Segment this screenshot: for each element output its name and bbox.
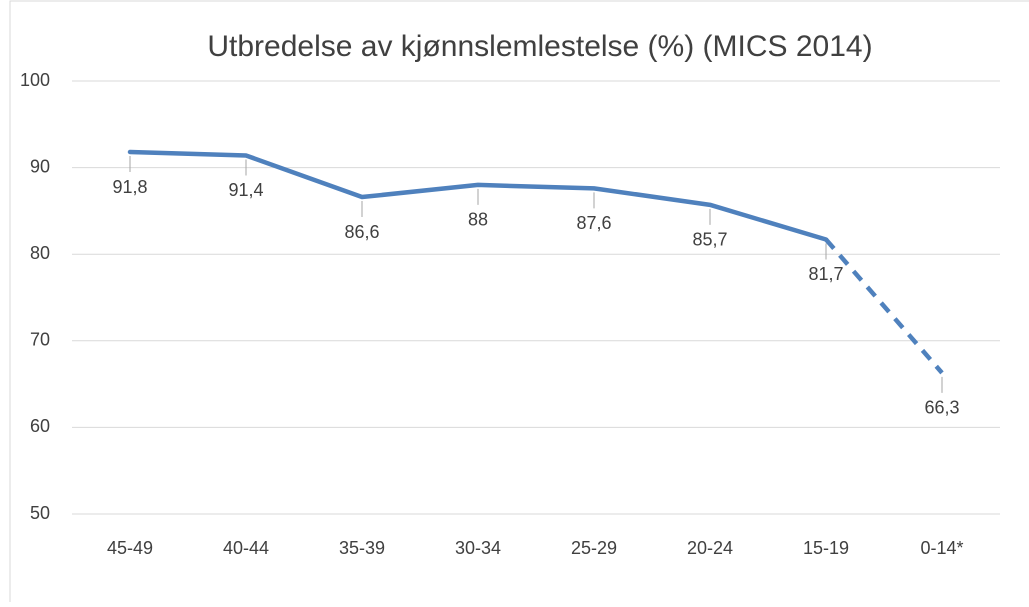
y-tick-label: 100	[20, 70, 50, 90]
x-tick-label: 45-49	[107, 538, 153, 558]
data-label: 86,6	[344, 222, 379, 242]
data-label: 87,6	[576, 213, 611, 233]
y-tick-label: 60	[30, 416, 50, 436]
x-tick-label: 40-44	[223, 538, 269, 558]
data-label: 85,7	[692, 230, 727, 250]
data-label: 81,7	[808, 264, 843, 284]
x-tick-label: 35-39	[339, 538, 385, 558]
y-tick-label: 70	[30, 330, 50, 350]
x-tick-label: 20-24	[687, 538, 733, 558]
y-tick-label: 80	[30, 243, 50, 263]
line-dashed	[824, 238, 944, 375]
y-tick-label: 50	[30, 503, 50, 523]
data-label: 91,4	[228, 180, 263, 200]
chart-border	[9, 0, 1029, 607]
data-label: 66,3	[924, 398, 959, 418]
data-label: 91,8	[112, 177, 147, 197]
x-tick-label: 15-19	[803, 538, 849, 558]
line	[127, 149, 829, 242]
chart-title: Utbredelse av kjønnslemlestelse (%) (MIC…	[207, 30, 872, 63]
x-tick-label: 0-14*	[920, 538, 963, 558]
data-label: 88	[468, 210, 488, 230]
x-tick-label: 30-34	[455, 538, 501, 558]
y-tick-label: 90	[30, 156, 50, 176]
x-tick-label: 25-29	[571, 538, 617, 558]
